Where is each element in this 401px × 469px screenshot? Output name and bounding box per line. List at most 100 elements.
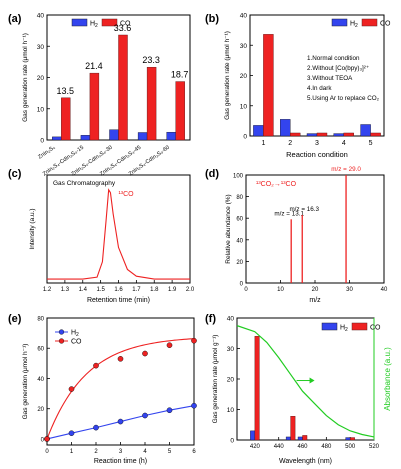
panel-c-xlabel: Retention time (min) — [87, 297, 150, 304]
panel-e-ytick-label: 80 — [37, 317, 44, 323]
panel-f-xlabel: Wavelength (nm) — [279, 458, 332, 465]
panel-b-bar-h2 — [333, 133, 344, 137]
panel-b-annotation: 2.Without [Co(bpy)₃]²⁺ — [307, 65, 369, 72]
panel-f-legend-h2-label: H — [340, 325, 345, 332]
panel-e-point — [93, 424, 99, 431]
panel-b-annotation: 4.In dark — [307, 85, 332, 92]
panel-f-ytick-label: 30 — [227, 346, 235, 353]
panel-c-xtick-label: 1.5 — [96, 287, 105, 293]
panel-c-label: (c) — [8, 168, 22, 180]
panel-b-ytick-label: 20 — [240, 73, 248, 80]
panel-e-legend-marker — [58, 338, 65, 344]
panel-e-ylabel: Gas generation (μmol h⁻¹) — [22, 344, 29, 420]
panel-f-ytick-label: 40 — [227, 316, 235, 323]
panel-d-xlabel: m/z — [309, 297, 321, 304]
panel-a-ytick-label: 20 — [37, 75, 45, 82]
panel-b-bar-co — [290, 132, 301, 137]
panel-b-category-label: 4 — [342, 140, 346, 147]
panel-a-data-label: 21.4 — [85, 61, 103, 71]
panel-a-ytick-label: 30 — [37, 44, 45, 51]
panel-e-xtick-label: 2 — [94, 449, 98, 455]
panel-f-xtick-label: 480 — [321, 444, 332, 450]
panel-f-ytick-label: 10 — [227, 407, 235, 414]
panel-d-ytick-label: 60 — [236, 217, 243, 223]
panel-a-bar-h2 — [80, 135, 91, 141]
panel-d-ylabel: Relative abundance (%) — [225, 194, 232, 263]
panel-d-xtick-label: 30 — [346, 287, 353, 293]
panel-a-bar-co — [118, 34, 128, 141]
panel-a-bar-h2 — [109, 129, 119, 141]
panel-e-point — [44, 436, 50, 442]
panel-e-ytick-label: 0 — [41, 437, 45, 443]
panel-a-bar-h2 — [52, 136, 62, 141]
panel-a-legend-co-label: CO — [120, 21, 131, 28]
panel-b-legend-h2-swatch — [331, 18, 348, 27]
panel-e-legend-label: H — [71, 330, 76, 337]
panel-a-label: (a) — [8, 13, 22, 25]
panel-b-ytick-label: 0 — [243, 134, 247, 141]
panel-f-bar-h2 — [345, 437, 351, 441]
panel-e-ytick-label: 40 — [37, 377, 44, 383]
panel-d-label: (d) — [205, 168, 219, 180]
panel-b-category-label: 2 — [288, 140, 292, 147]
panel-a-data-label: 33.6 — [114, 23, 132, 33]
panel-b-ytick-label: 30 — [240, 43, 248, 50]
panel-d-annotation: ¹³CO₂→¹³CO — [256, 181, 297, 188]
panel-e-xtick-label: 5 — [168, 449, 172, 455]
panel-e-legend-label: CO — [71, 339, 82, 346]
panel-d-xtick-label: 0 — [244, 287, 248, 293]
panel-e-point — [191, 337, 197, 344]
panel-a-bar-h2 — [166, 131, 176, 141]
panel-f-xtick-label: 500 — [345, 444, 356, 450]
panel-e-point — [68, 430, 75, 437]
panel-f-ylabel: Gas generation rate (μmol g⁻¹) — [212, 335, 219, 424]
panel-a-legend-h2-label: H — [90, 21, 95, 28]
panel-a-bar-co — [175, 81, 185, 141]
panel-b-xlabel: Reaction condition — [286, 150, 348, 159]
panel-d-ytick-label: 40 — [236, 238, 243, 244]
panel-a-bar-h2 — [137, 132, 148, 141]
panel-f-bar-co — [349, 437, 355, 441]
panel-f-label: (f) — [205, 313, 216, 325]
panel-b-ylabel: Gas generation rate (μmol h⁻¹) — [224, 31, 231, 120]
panel-c-xtick-label: 1.7 — [132, 287, 141, 293]
panel-f-arrow-head — [309, 377, 315, 384]
panel-a-bar-co — [61, 97, 71, 141]
panel-d-peak-label: m/z = 13.1 — [274, 210, 304, 217]
panel-e-xtick-label: 0 — [45, 449, 49, 455]
panel-c-series-line — [47, 188, 190, 280]
panel-a-data-label: 13.5 — [57, 86, 75, 96]
panel-b-bar-co — [343, 132, 354, 137]
panel-b-label: (b) — [205, 13, 219, 25]
panel-d-ytick-label: 100 — [233, 174, 244, 180]
panel-f-legend-h2-sub: 2 — [345, 327, 348, 333]
panel-e-point — [166, 342, 173, 349]
panel-e-xtick-label: 6 — [192, 449, 196, 455]
panel-c-title: Gas Chromatography — [53, 180, 116, 187]
panel-f-legend-co-label: CO — [370, 325, 381, 332]
panel-a-bar-co — [89, 72, 100, 141]
panel-b-bar-co — [316, 132, 328, 137]
panel-b-legend-h2-sub: 2 — [355, 23, 358, 29]
panel-a-ytick-label: 10 — [37, 106, 45, 113]
panel-f-y2label: Absorbance (a.u.) — [383, 347, 392, 411]
panel-d-xtick-label: 20 — [312, 287, 319, 293]
panel-e-point — [142, 412, 148, 419]
panel-f-legend-co-swatch — [351, 322, 368, 331]
panel-f-ytick-label: 0 — [230, 438, 234, 445]
panel-d-peak-label: m/z = 16.3 — [289, 206, 319, 213]
panel-c-xtick-label: 2.0 — [186, 287, 195, 293]
panel-e-legend-marker — [58, 329, 65, 335]
panel-f-xtick-label: 420 — [250, 444, 261, 450]
panel-f-legend-h2-swatch — [321, 322, 338, 331]
panel-a-category-label: ZnIn₂S₄ — [37, 144, 57, 160]
panel-f-xtick-label: 520 — [369, 444, 380, 450]
panel-c-peak-label: ¹³CO — [118, 191, 134, 198]
panel-f-bar-co — [302, 435, 308, 441]
panel-b-bar-h2 — [253, 125, 264, 137]
panel-e-point — [68, 386, 75, 392]
panel-a-legend-h2-sub: 2 — [95, 23, 98, 29]
panel-c-ylabel: Intensity (a.u.) — [29, 208, 36, 249]
panel-c-xtick-label: 1.8 — [150, 287, 159, 293]
